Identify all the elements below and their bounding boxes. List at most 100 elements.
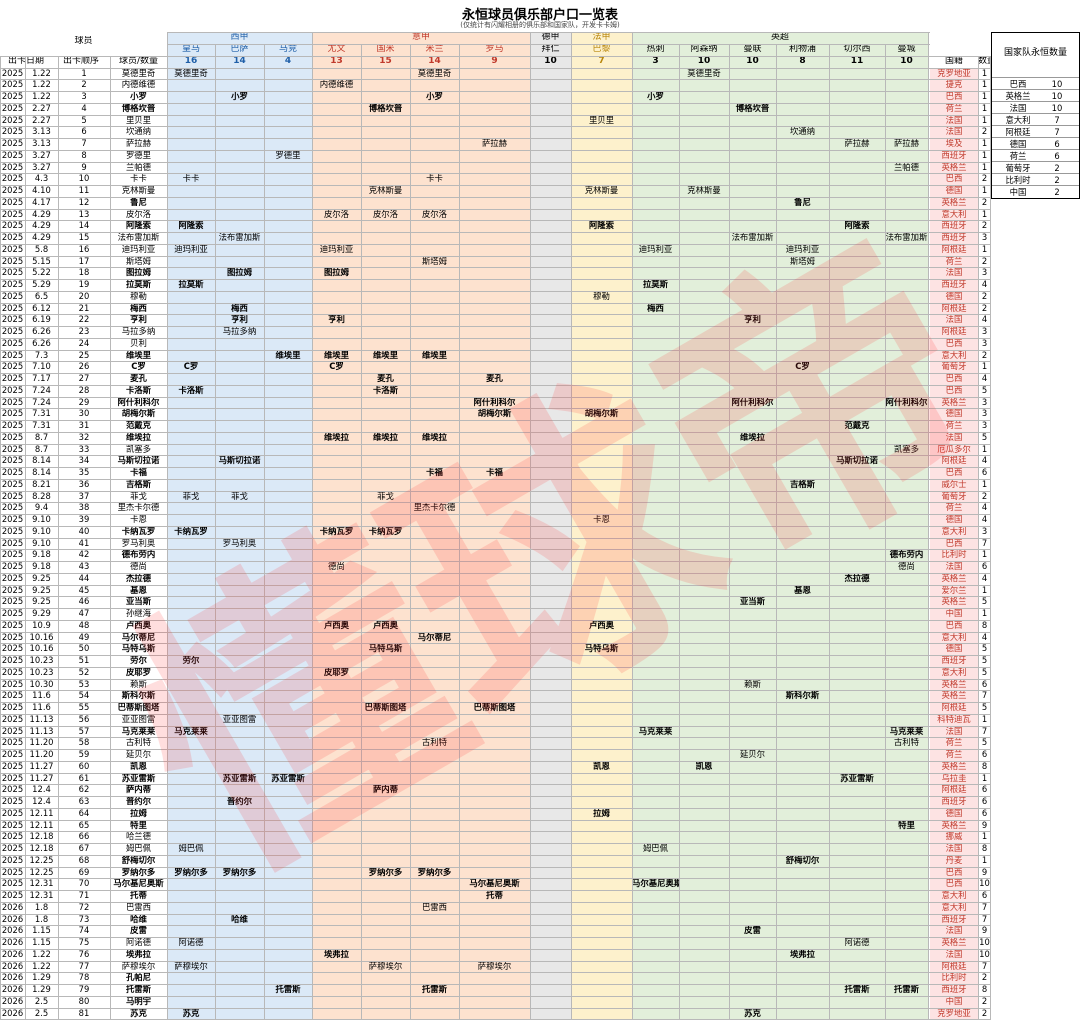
row-player: 舒梅切尔	[121, 854, 156, 865]
row-year: 2025	[1, 467, 24, 477]
row-seq: 38	[78, 502, 90, 513]
row-date: 11.13	[29, 725, 54, 736]
grid-line	[167, 32, 930, 33]
row-seq: 42	[78, 549, 90, 560]
row-year: 2026	[1, 948, 24, 959]
row-seq: 72	[78, 901, 90, 912]
club-name: 切尔西	[843, 44, 871, 54]
row-player: 斯塔姆	[125, 255, 152, 266]
row-club-entry: 斯塔姆	[421, 255, 448, 266]
row-seq: 31	[78, 420, 90, 430]
count-header: 球员/数量	[118, 56, 159, 66]
grid-line	[0, 478, 991, 480]
row-club-entry: 维埃里	[275, 349, 301, 360]
club-name: 皇马	[181, 44, 200, 54]
row-date: 1.22	[32, 67, 51, 78]
club-name: 国米	[376, 44, 395, 54]
row-nation-count: 2	[981, 220, 988, 231]
row-date: 9.29	[32, 608, 51, 618]
row-seq: 80	[78, 995, 90, 1006]
row-seq: 21	[78, 302, 90, 313]
row-nation: 荷兰	[930, 502, 978, 514]
grid-line	[0, 713, 991, 715]
row-club-entry: 赖斯	[744, 678, 761, 689]
row-date: 12.25	[29, 866, 54, 877]
club-count: 15	[379, 56, 392, 66]
row-player: 普约尔	[125, 796, 152, 806]
grid-line	[0, 514, 991, 515]
row-nation: 阿根廷	[930, 302, 978, 315]
row-club-entry: 迪玛利亚	[638, 243, 673, 254]
num-header: 数量	[978, 56, 991, 66]
row-nation-count: 1	[981, 584, 988, 595]
row-nation-count: 1	[981, 443, 988, 454]
row-date: 8.14	[32, 467, 51, 477]
row-club-entry: 苏亚雷斯	[840, 772, 874, 783]
row-date: 7.24	[32, 384, 51, 395]
row-nation: 巴西	[930, 467, 978, 479]
grid-line	[0, 690, 991, 692]
row-date: 12.18	[29, 831, 54, 842]
grid-line	[0, 290, 991, 292]
grid-line	[0, 984, 991, 985]
row-club-entry: 托雷斯	[421, 984, 448, 994]
row-seq: 30	[78, 408, 90, 419]
row-year: 2025	[1, 196, 24, 207]
row-date: 10.16	[29, 643, 54, 654]
row-player: 阿隆索	[125, 220, 152, 231]
grid-line	[361, 44, 362, 1020]
grid-line	[0, 549, 991, 551]
row-date: 12.18	[29, 843, 54, 853]
row-date: 6.26	[32, 337, 51, 348]
grid-line	[215, 44, 216, 1020]
row-nation: 巴西	[930, 878, 978, 890]
row-date: 2.5	[34, 995, 49, 1006]
row-nation-count: 10	[979, 878, 990, 889]
row-year: 2025	[1, 126, 24, 137]
row-nation-count: 2	[981, 290, 988, 301]
summary-title: 国家队永恒数量	[1003, 48, 1067, 58]
row-club-entry: 梅西	[231, 302, 248, 313]
league-header: 德甲	[541, 32, 560, 42]
row-nation: 意大利	[930, 525, 978, 538]
grid-line	[928, 32, 929, 1020]
club-column-bg	[885, 32, 928, 1020]
row-seq: 37	[78, 490, 90, 501]
row-year: 2026	[1, 925, 24, 936]
row-year: 2026	[1, 972, 24, 983]
row-club-entry: 马克莱莱	[889, 725, 924, 736]
row-seq: 43	[78, 561, 90, 571]
row-nation-count: 1	[981, 114, 988, 125]
row-club-entry: 亨利	[328, 314, 345, 325]
row-nation-count: 7	[981, 960, 988, 971]
row-year: 2025	[1, 490, 24, 501]
row-nation-count: 2	[981, 972, 988, 983]
row-nation-count: 4	[981, 314, 988, 325]
club-name: 曼联	[743, 44, 762, 54]
row-club-entry: 苏克	[744, 1007, 761, 1018]
row-club-entry: 苏亚雷斯	[271, 772, 305, 783]
row-club-entry: 皮雷	[744, 925, 761, 936]
row-nation: 挪威	[930, 831, 978, 843]
row-player: 马特乌斯	[121, 643, 156, 654]
row-nation: 意大利	[930, 890, 978, 902]
club-column-bg	[632, 32, 679, 1020]
grid-line	[312, 32, 313, 1020]
row-nation-count: 2	[981, 995, 988, 1006]
row-club-entry: 卡洛斯	[372, 384, 399, 395]
row-date: 7.17	[32, 373, 51, 383]
row-nation: 埃及	[930, 138, 978, 150]
row-year: 2026	[1, 960, 24, 971]
club-count: 10	[544, 56, 557, 66]
row-seq: 46	[78, 596, 90, 607]
row-club-entry: 萨拉赫	[893, 138, 920, 148]
row-date: 12.4	[32, 784, 51, 795]
row-year: 2025	[1, 243, 24, 254]
row-nation: 西班牙	[930, 220, 978, 232]
row-year: 2025	[1, 737, 24, 748]
row-player: 范戴克	[125, 420, 152, 430]
grid-line	[0, 91, 991, 92]
row-player: 吉格斯	[125, 478, 152, 489]
club-name: 罗马	[485, 44, 504, 54]
row-nation: 阿根廷	[930, 784, 978, 796]
